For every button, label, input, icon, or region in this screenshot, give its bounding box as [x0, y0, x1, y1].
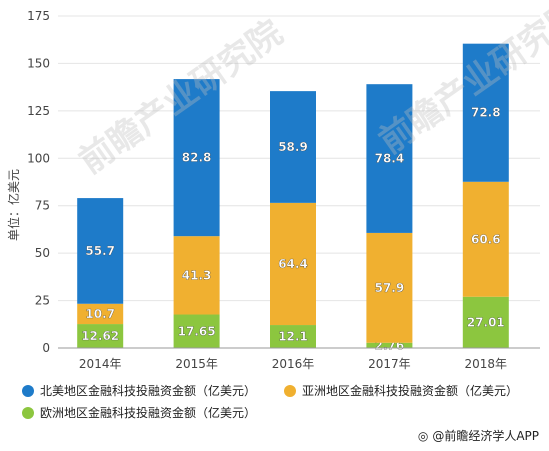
y-tick-label: 175	[27, 9, 50, 23]
bar-segment	[173, 314, 220, 348]
data-label: 12.1	[278, 330, 308, 344]
y-tick-label: 25	[35, 294, 50, 308]
y-tick-label: 125	[27, 104, 50, 118]
y-axis: 0 25 50 75 100 125 150 175	[27, 9, 50, 355]
bar-segment	[462, 43, 509, 182]
x-tick-label: 2018年	[465, 357, 508, 371]
x-tick-label: 2017年	[368, 357, 411, 371]
bar-segment	[270, 325, 316, 348]
source-text: @前瞻经济学人APP	[432, 429, 539, 443]
bar-segment	[173, 79, 220, 237]
x-tick-label: 2015年	[175, 357, 218, 371]
y-tick-label: 50	[35, 246, 50, 260]
x-tick-label: 2014年	[79, 357, 122, 371]
legend-marker	[22, 406, 34, 419]
legend-item-asia[interactable]: 亚洲地区金融科技投融资金额（亿美元）	[284, 382, 518, 399]
data-label: 27.01	[467, 315, 505, 329]
weibo-icon: ◎	[417, 428, 429, 443]
stacked-bar-chart: 0 25 50 75 100 125 150 175 单位：亿美元 12.62 10.7 55.7…	[6, 9, 540, 371]
legend-label: 北美地区金融科技投融资金额（亿美元）	[40, 384, 257, 398]
data-label: 41.3	[182, 268, 212, 282]
legend-item-north-america[interactable]: 北美地区金融科技投融资金额（亿美元）	[22, 382, 256, 399]
bar-segment	[77, 198, 124, 304]
data-label: 17.65	[178, 324, 216, 338]
bars: 12.6210.755.717.6541.382.812.164.458.92.…	[77, 43, 509, 353]
bar-segment	[77, 303, 124, 325]
legend-label: 欧洲地区金融科技投融资金额（亿美元）	[40, 406, 257, 420]
x-axis: 2014年 2015年 2016年 2017年 2018年	[58, 347, 540, 371]
data-label: 60.6	[471, 232, 501, 246]
bar-segment	[366, 84, 413, 233]
y-tick-label: 150	[27, 56, 50, 70]
bar-segment	[270, 91, 316, 203]
data-label: 78.4	[375, 152, 405, 166]
data-label: 64.4	[278, 257, 308, 271]
bar-segment	[462, 296, 509, 348]
data-label: 82.8	[182, 151, 212, 165]
bar-segment	[366, 342, 413, 348]
bar-segment	[462, 181, 509, 297]
y-tick-label: 0	[42, 341, 50, 355]
data-label: 10.7	[85, 307, 115, 321]
data-label: 58.9	[278, 140, 308, 154]
bar-segment	[77, 324, 124, 348]
source-credit: ◎ @前瞻经济学人APP	[418, 427, 539, 444]
legend-marker	[284, 384, 296, 397]
legend-item-europe[interactable]: 欧洲地区金融科技投融资金额（亿美元）	[22, 404, 256, 421]
bar-segment	[366, 232, 413, 343]
bar-segment	[270, 202, 316, 326]
y-tick-label: 75	[35, 199, 50, 213]
legend-label: 亚洲地区金融科技投融资金额（亿美元）	[302, 384, 519, 398]
data-label: 72.8	[471, 106, 501, 120]
data-label: 55.7	[85, 244, 115, 258]
data-label: 12.62	[81, 329, 119, 343]
y-tick-label: 100	[27, 151, 50, 165]
x-tick-label: 2016年	[272, 357, 315, 371]
legend-marker	[22, 384, 34, 397]
bar-segment	[173, 236, 220, 315]
y-axis-label: 单位：亿美元	[6, 169, 21, 241]
data-label: 57.9	[375, 281, 405, 295]
